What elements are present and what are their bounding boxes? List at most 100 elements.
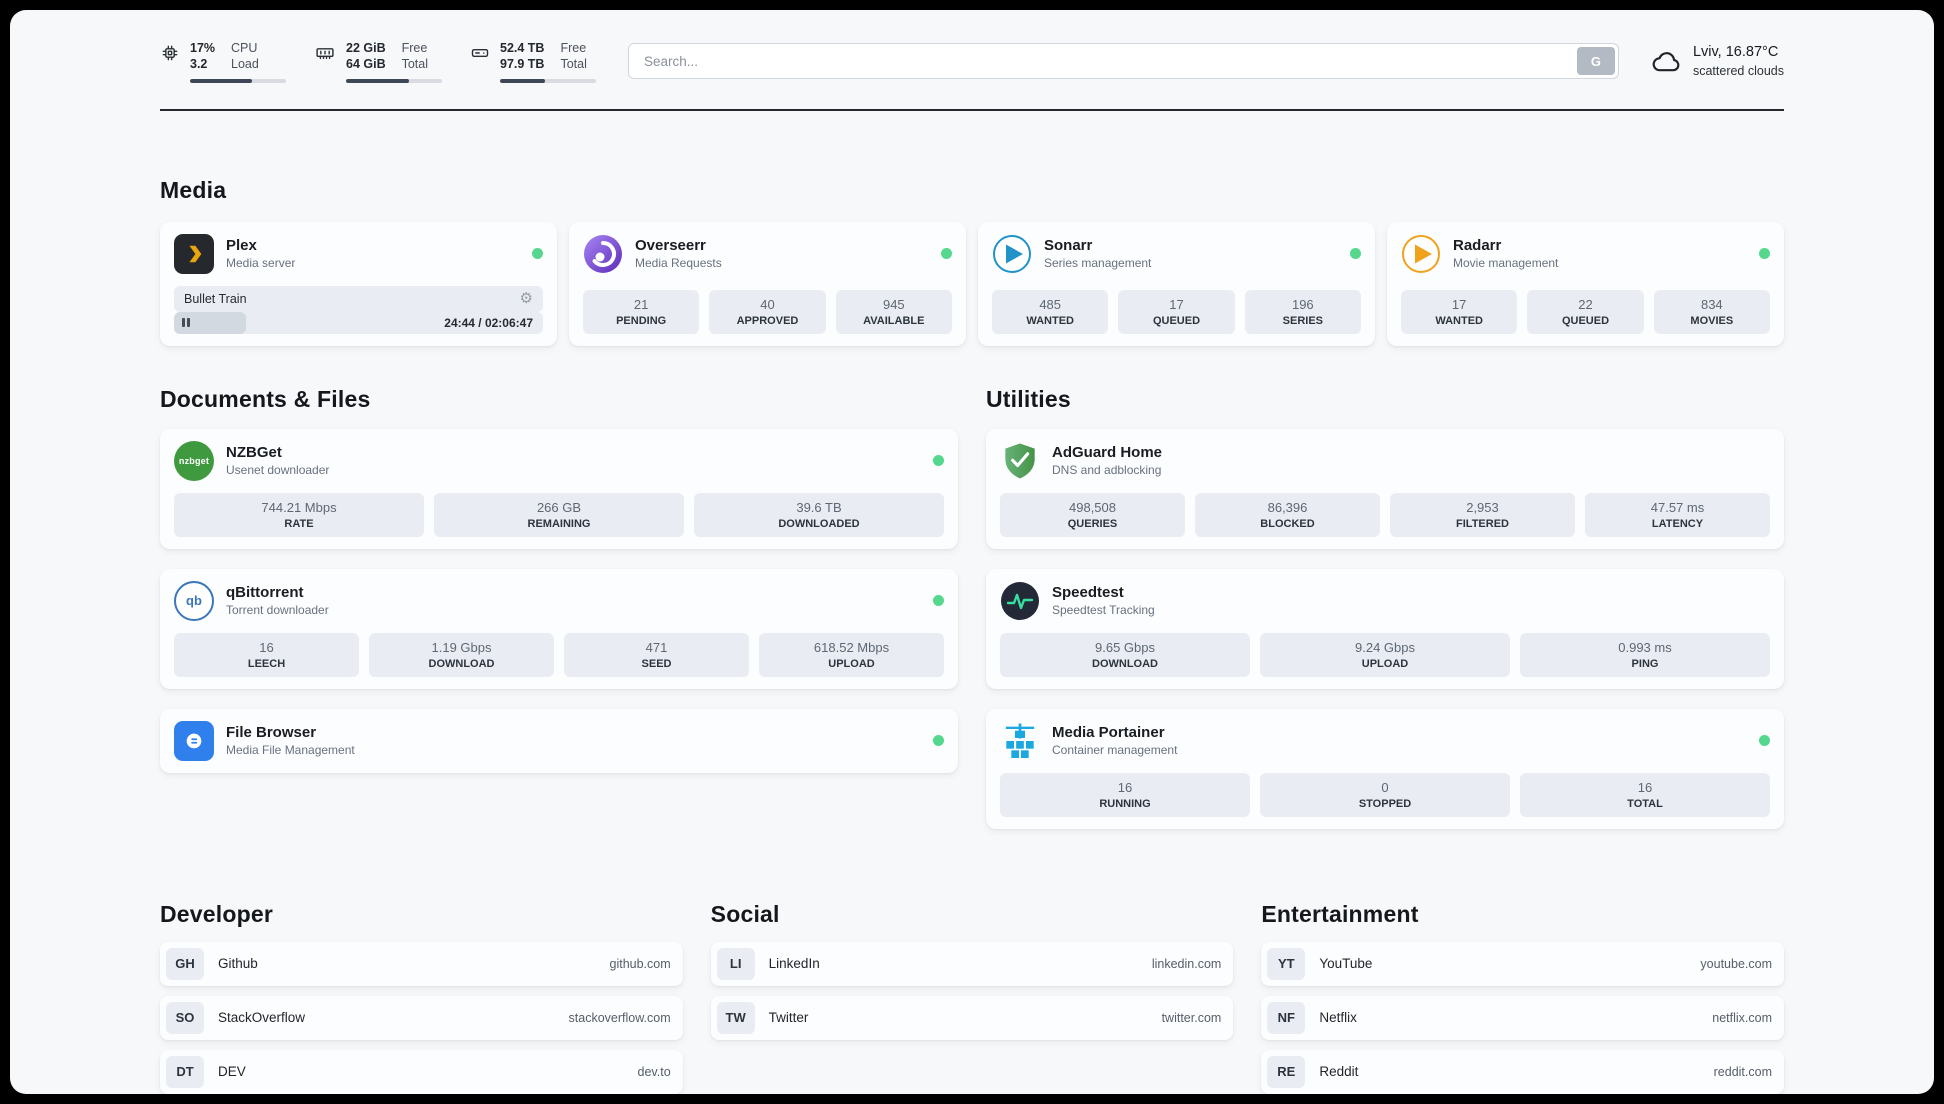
app-subtitle: Usenet downloader — [226, 463, 330, 477]
stat-label: LATENCY — [1651, 517, 1704, 530]
bookmark-name: DEV — [218, 1064, 246, 1079]
bookmark-twitter[interactable]: TW Twitter twitter.com — [710, 995, 1234, 1040]
sonarr-icon — [992, 234, 1032, 274]
bookmark-abbrev: RE — [1267, 1055, 1306, 1088]
playback-progress-bar[interactable]: 24:44 / 02:06:47 — [174, 311, 543, 334]
stat-wanted: 485 WANTED — [992, 289, 1109, 334]
bookmark-abbrev: SO — [166, 1001, 204, 1034]
stat-upload: 9.24 Gbps UPLOAD — [1260, 632, 1510, 677]
bookmark-dev[interactable]: DT DEV dev.to — [160, 1049, 683, 1094]
bookmark-reddit[interactable]: RE Reddit reddit.com — [1261, 1049, 1784, 1094]
search-bar: G — [628, 43, 1619, 80]
status-indicator — [933, 455, 944, 466]
stat-value: 40 — [760, 296, 775, 312]
stat-download: 9.65 Gbps DOWNLOAD — [1000, 632, 1250, 677]
app-subtitle: Container management — [1052, 743, 1178, 757]
stat-value: 744.21 Mbps — [261, 499, 337, 515]
cpu-icon — [160, 43, 180, 63]
app-name: qBittorrent — [226, 584, 304, 601]
stat-value: 16 — [1637, 779, 1653, 795]
stat-value: 21 — [633, 296, 649, 312]
app-subtitle: Speedtest Tracking — [1052, 603, 1155, 617]
bookmark-abbrev: NF — [1267, 1001, 1306, 1034]
stat-upload: 618.52 Mbps UPLOAD — [759, 632, 944, 677]
stat-label: MOVIES — [1690, 314, 1734, 327]
bookmark-url: stackoverflow.com — [568, 1010, 671, 1025]
bookmark-github[interactable]: GH Github github.com — [160, 941, 683, 986]
bookmark-name: Twitter — [768, 1010, 809, 1025]
bookmark-group-entertainment: Entertainment YT YouTube youtube.com NF … — [1261, 901, 1784, 1095]
stat-remaining: 266 GB REMAINING — [434, 492, 684, 537]
stat-value: 0 — [1381, 779, 1389, 795]
ram-label-2: Total — [401, 57, 429, 72]
bookmark-netflix[interactable]: NF Netflix netflix.com — [1261, 995, 1784, 1040]
stat-running: 16 RUNNING — [1000, 772, 1250, 817]
nzbget-icon: nzbget — [174, 440, 214, 481]
bookmark-abbrev: LI — [716, 947, 755, 980]
stat-available: 945 AVAILABLE — [835, 289, 952, 334]
app-subtitle: Media Requests — [635, 256, 722, 270]
bookmark-name: Netflix — [1319, 1010, 1357, 1025]
ram-icon — [314, 43, 336, 63]
adguard-icon — [1000, 441, 1040, 481]
app-name: Radarr — [1453, 237, 1502, 254]
app-name: NZBGet — [226, 444, 282, 461]
stat-label: APPROVED — [736, 314, 799, 327]
stat-label: UPLOAD — [828, 657, 875, 670]
speedtest-card[interactable]: Speedtest Speedtest Tracking 9.65 Gbps D… — [986, 568, 1784, 689]
stat-seed: 471 SEED — [564, 632, 749, 677]
plex-card[interactable]: Plex Media server Bullet Train ⚙ 24:44 /… — [160, 221, 557, 346]
adguard-card[interactable]: AdGuard Home DNS and adblocking 498,508 … — [986, 428, 1784, 549]
stat-label: PING — [1631, 657, 1659, 670]
bookmark-linkedin[interactable]: LI LinkedIn linkedin.com — [710, 941, 1234, 986]
gear-icon[interactable]: ⚙ — [519, 290, 533, 307]
bookmark-url: reddit.com — [1713, 1064, 1772, 1079]
stat-label: QUERIES — [1067, 517, 1118, 530]
stat-label: UPLOAD — [1361, 657, 1409, 670]
cpu-percent: 17% — [190, 41, 216, 55]
disk-label-1: Free — [560, 41, 587, 55]
app-name: AdGuard Home — [1052, 444, 1163, 461]
disk-total: 97.9 TB — [500, 57, 545, 72]
app-name: Sonarr — [1044, 237, 1093, 254]
app-name: Speedtest — [1052, 584, 1124, 601]
overseerr-card[interactable]: Overseerr Media Requests 21 PENDING 40 A… — [569, 221, 966, 346]
cpu-load: 3.2 — [190, 57, 208, 72]
stat-label: RUNNING — [1099, 797, 1151, 810]
filebrowser-card[interactable]: File Browser Media File Management — [160, 708, 958, 773]
bookmark-url: twitter.com — [1161, 1010, 1222, 1025]
bookmark-abbrev: DT — [166, 1055, 204, 1088]
portainer-card[interactable]: Media Portainer Container management 16 … — [986, 708, 1784, 829]
bookmark-stackoverflow[interactable]: SO StackOverflow stackoverflow.com — [160, 995, 683, 1040]
qbittorrent-icon: qb — [174, 580, 214, 621]
sonarr-card[interactable]: Sonarr Series management 485 WANTED 17 Q… — [978, 221, 1375, 346]
section-title-utilities: Utilities — [986, 385, 1071, 412]
bookmark-abbrev: TW — [716, 1001, 755, 1034]
radarr-card[interactable]: Radarr Movie management 17 WANTED 22 QUE… — [1387, 221, 1784, 346]
section-title-social: Social — [710, 900, 780, 927]
playback-time: 24:44 / 02:06:47 — [444, 315, 533, 330]
bookmark-group-developer: Developer GH Github github.com SO StackO… — [160, 901, 683, 1095]
status-indicator — [933, 735, 944, 746]
bookmark-url: github.com — [609, 956, 671, 971]
bookmark-youtube[interactable]: YT YouTube youtube.com — [1261, 941, 1784, 986]
app-name: File Browser — [226, 724, 317, 741]
bookmark-abbrev: GH — [166, 947, 204, 980]
stat-label: WANTED — [1026, 314, 1074, 327]
stat-label: SERIES — [1282, 314, 1323, 327]
stat-leech: 16 LEECH — [174, 632, 359, 677]
stat-label: FILTERED — [1456, 517, 1509, 530]
qbittorrent-card[interactable]: qb qBittorrent Torrent downloader 16 LEE… — [160, 568, 958, 689]
stat-label: LEECH — [247, 657, 286, 670]
stat-value: 39.6 TB — [796, 499, 842, 515]
stat-value: 834 — [1700, 296, 1723, 312]
stat-label: PENDING — [616, 314, 667, 327]
bookmark-url: dev.to — [637, 1064, 671, 1079]
stat-value: 16 — [259, 639, 274, 655]
section-title-media: Media — [160, 176, 227, 203]
search-input[interactable] — [632, 53, 1577, 69]
pause-icon[interactable] — [182, 318, 190, 327]
nzbget-card[interactable]: nzbget NZBGet Usenet downloader 744.21 M… — [160, 428, 958, 549]
search-engine-button[interactable]: G — [1576, 47, 1615, 76]
stat-value: 47.57 ms — [1650, 499, 1705, 515]
